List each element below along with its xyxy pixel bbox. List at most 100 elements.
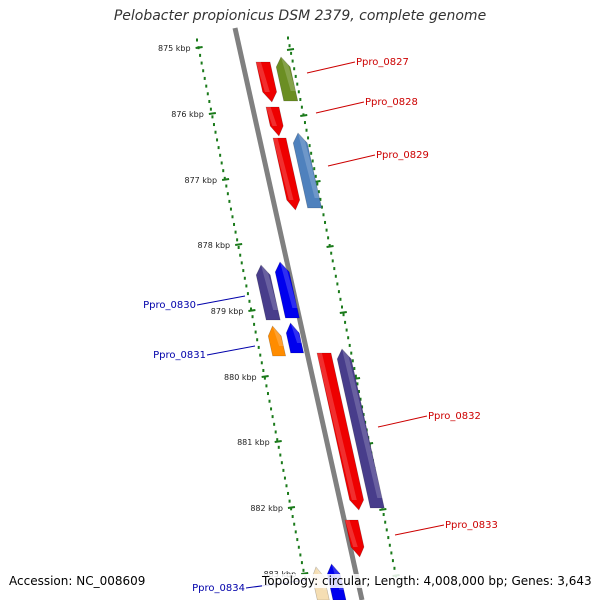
track-dot [270,407,273,411]
track-dot [254,330,257,334]
label-leader-line [394,524,445,536]
track-dot [279,453,282,457]
gene-label-ppro-0829[interactable]: Ppro_0829 [376,150,429,161]
kbp-tick-mark [379,508,387,511]
track-dot [299,97,302,101]
gene-label-ppro-0827[interactable]: Ppro_0827 [356,57,409,68]
track-dot [205,84,208,88]
track-dot [313,167,316,171]
track-dot [203,76,206,80]
track-dot [351,359,354,363]
kbp-tick-label: 878 kbp [198,241,231,250]
track-dot [259,353,262,357]
track-dot [297,90,300,94]
gene-ppro-0829b[interactable] [292,132,323,209]
track-dot [225,184,228,188]
label-leader-line [315,101,365,114]
track-dot [243,276,246,280]
kbp-tick-mark [326,245,334,248]
gene-ppro-0832a[interactable] [316,352,364,511]
track-dot [328,244,331,248]
track-dot [200,61,203,65]
track-dot [231,215,234,219]
kbp-tick-mark [235,243,243,246]
track-dot [234,230,237,234]
track-dot [296,82,299,86]
gene-ppro-0831a[interactable] [267,325,287,357]
track-dot [217,146,220,150]
track-dot [316,182,319,186]
gene-ppro-0833[interactable] [344,519,365,558]
track-dot [382,513,385,517]
track-dot [345,328,348,332]
track-dot [393,566,396,570]
track-dot [291,59,294,63]
gene-ppro-0827[interactable] [255,61,277,103]
kbp-tick-label: 876 kbp [171,110,204,119]
track-dot [283,476,286,480]
dotted-track-left [196,38,306,580]
track-dot [263,376,266,380]
track-dot [342,313,345,317]
track-dot [341,305,343,309]
track-dot [271,415,274,419]
track-dot [248,299,251,303]
track-dot [322,213,325,217]
track-dot [228,199,231,203]
track-dot [206,92,209,96]
track-dot [229,207,232,211]
gene-ppro-0829a[interactable] [272,137,301,211]
gene-label-ppro-0832[interactable]: Ppro_0832 [428,411,481,422]
gene-ppro-0831b[interactable] [285,322,305,354]
kbp-tick-mark [208,112,216,115]
track-dot [297,545,300,549]
kbp-tick-label: 880 kbp [224,373,257,382]
track-dot [353,366,356,370]
track-dot [334,274,337,278]
track-dot [245,284,248,288]
label-leader-line [306,61,356,74]
gene-label-ppro-0831[interactable]: Ppro_0831 [153,350,206,361]
track-dot [260,361,263,365]
track-dot [236,238,239,242]
track-dot [303,121,306,125]
kbp-tick-label: 881 kbp [237,438,270,447]
kbp-tick-mark [274,440,282,443]
gene-label-ppro-0833[interactable]: Ppro_0833 [445,520,498,531]
track-dot [300,561,303,565]
track-dot [388,543,391,547]
gene-ppro-0830b[interactable] [274,261,300,319]
track-dot [256,338,259,342]
track-dot [336,282,339,286]
track-dot [285,484,288,488]
gene-label-ppro-0828[interactable]: Ppro_0828 [365,97,418,108]
gene-ppro-0830a[interactable] [255,264,281,321]
gene-ppro-0832b[interactable] [336,348,385,509]
track-dot [274,430,277,434]
track-dot [293,522,296,526]
track-dot [344,320,347,324]
track-dot [387,536,390,540]
track-dot [209,107,212,111]
kbp-tick-mark [300,114,308,117]
gene-ppro-0827b[interactable] [275,56,299,102]
kbp-tick-mark [248,309,256,312]
kbp-tick-mark [339,311,347,314]
track-dot [333,267,336,271]
gene-ppro-0828[interactable] [265,106,284,137]
track-dot [348,343,351,347]
track-dot [242,269,245,273]
gene-label-ppro-0834[interactable]: Ppro_0834 [192,583,245,594]
track-dot [296,538,299,542]
track-dot [302,568,305,572]
track-dot [308,144,311,148]
gene-label-ppro-0830[interactable]: Ppro_0830 [143,300,196,311]
genome-title: Pelobacter propionicus DSM 2379, complet… [113,8,487,24]
genome-summary: Topology: circular; Length: 4,008,000 bp… [262,574,592,588]
track-dot [385,528,388,532]
track-dot [246,292,249,296]
accession-text: Accession: NC_008609 [9,574,146,588]
track-dot [330,251,333,255]
track-dot [239,253,242,257]
